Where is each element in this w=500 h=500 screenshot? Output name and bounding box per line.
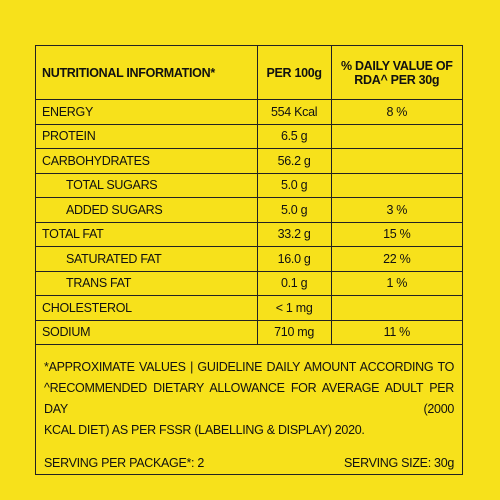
nutrient-name: TRANS FAT: [36, 270, 258, 296]
footnote-line: KCAL DIET) AS PER FSSR (LABELLING & DISP…: [44, 423, 365, 437]
serving-info: SERVING PER PACKAGE*: 2 SERVING SIZE: 30…: [44, 453, 454, 474]
header-cell: PER 100g: [256, 46, 332, 100]
nutrient-row: TOTAL FAT 33.2 g 15 %: [36, 221, 462, 247]
per-100g: 554 Kcal: [256, 99, 332, 125]
rda-value: [330, 295, 462, 321]
nutrient-name: CHOLESTEROL: [36, 295, 258, 321]
per-100g: 710 mg: [256, 319, 332, 345]
rda-value: [330, 172, 462, 198]
per-100g: 5.0 g: [256, 172, 332, 198]
nutrient-name: SATURATED FAT: [36, 246, 258, 272]
nutrient-name: PROTEIN: [36, 123, 258, 149]
nutrient-name: SODIUM: [36, 319, 258, 345]
rda-value: 11 %: [330, 319, 462, 345]
nutrition-panel: NUTRITIONAL INFORMATION* PER 100g % DAIL…: [35, 45, 463, 475]
nutrient-row: PROTEIN 6.5 g: [36, 123, 462, 149]
per-100g: 6.5 g: [256, 123, 332, 149]
rda-value: 3 %: [330, 197, 462, 223]
rda-value: [330, 148, 462, 174]
nutrient-name: ENERGY: [36, 99, 258, 125]
nutrient-row: SATURATED FAT 16.0 g 22 %: [36, 246, 462, 272]
footnote-line: *APPROXIMATE VALUES | GUIDELINE DAILY AM…: [44, 360, 454, 374]
nutrient-name: ADDED SUGARS: [36, 197, 258, 223]
per-100g: 16.0 g: [256, 246, 332, 272]
rda-value: [330, 123, 462, 149]
header-cell: NUTRITIONAL INFORMATION*: [36, 46, 258, 100]
nutrient-row: CARBOHYDRATES 56.2 g: [36, 148, 462, 174]
rda-value: 15 %: [330, 221, 462, 247]
nutrient-row: TOTAL SUGARS 5.0 g: [36, 172, 462, 198]
nutrient-row: CHOLESTEROL < 1 mg: [36, 295, 462, 321]
nutrition-table: NUTRITIONAL INFORMATION* PER 100g % DAIL…: [36, 46, 462, 345]
serving-per-package: SERVING PER PACKAGE*: 2: [44, 456, 205, 470]
rda-value: 1 %: [330, 270, 462, 296]
header-row: NUTRITIONAL INFORMATION* PER 100g % DAIL…: [36, 46, 462, 100]
nutrient-row: ENERGY 554 Kcal 8 %: [36, 99, 462, 125]
header-cell: % DAILY VALUE OF RDA^ PER 30g: [330, 46, 462, 100]
per-100g: 33.2 g: [256, 221, 332, 247]
footnote: *APPROXIMATE VALUES | GUIDELINE DAILY AM…: [36, 345, 462, 474]
nutrient-name: TOTAL SUGARS: [36, 172, 258, 198]
per-100g: 5.0 g: [256, 197, 332, 223]
nutrient-name: TOTAL FAT: [36, 221, 258, 247]
per-100g: < 1 mg: [256, 295, 332, 321]
rda-value: 8 %: [330, 99, 462, 125]
nutrient-row: SODIUM 710 mg 11 %: [36, 319, 462, 345]
footnote-line: ^RECOMMENDED DIETARY ALLOWANCE FOR AVERA…: [44, 381, 454, 416]
rda-value: 22 %: [330, 246, 462, 272]
nutrient-name: CARBOHYDRATES: [36, 148, 258, 174]
serving-size: SERVING SIZE: 30g: [344, 456, 454, 470]
per-100g: 56.2 g: [256, 148, 332, 174]
per-100g: 0.1 g: [256, 270, 332, 296]
